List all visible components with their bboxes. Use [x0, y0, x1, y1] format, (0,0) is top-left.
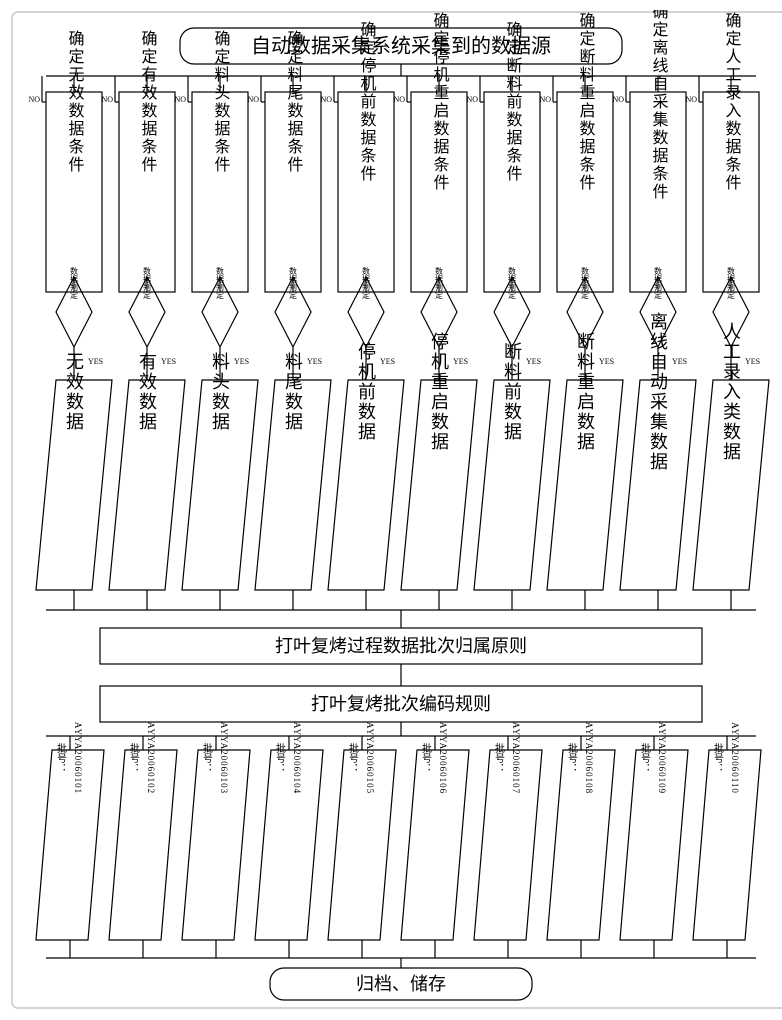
- batch-box: 批号： AYYA20060110: [693, 722, 761, 958]
- svg-text:AYYA20060107: AYYA20060107: [511, 722, 521, 794]
- svg-text:YES: YES: [380, 357, 395, 366]
- svg-text:NO: NO: [28, 95, 40, 104]
- svg-text:确定人工录入数据条件: 确定人工录入数据条件: [723, 12, 742, 192]
- batch-box: 批号： AYYA20060102: [109, 722, 177, 958]
- flow-column: 确定断料前数据条件 NO 数据判定 YES 断料前数据: [466, 21, 550, 610]
- svg-text:批号：: 批号：: [712, 742, 724, 773]
- svg-text:YES: YES: [161, 357, 176, 366]
- svg-text:批号：: 批号：: [347, 742, 359, 773]
- batch-box: 批号： AYYA20060103: [182, 722, 250, 958]
- svg-text:YES: YES: [88, 357, 103, 366]
- svg-text:NO: NO: [174, 95, 186, 104]
- flow-column: 确定停机重启数据条件 NO 数据判定 YES 停机重启数据: [393, 12, 477, 610]
- svg-text:打叶复烤批次编码规则: 打叶复烤批次编码规则: [311, 694, 491, 714]
- svg-text:NO: NO: [466, 95, 478, 104]
- svg-text:AYYA20060102: AYYA20060102: [146, 722, 156, 794]
- batch-box: 批号： AYYA20060101: [36, 722, 104, 958]
- svg-text:NO: NO: [393, 95, 405, 104]
- svg-text:YES: YES: [453, 357, 468, 366]
- flow-column: 确定停机前数据条件 NO 数据判定 YES 停机前数据: [320, 21, 404, 610]
- svg-text:批号：: 批号：: [128, 742, 140, 773]
- svg-text:离线自动采集数据: 离线自动采集数据: [648, 312, 668, 472]
- svg-text:AYYA20060108: AYYA20060108: [584, 722, 594, 794]
- flow-column: 确定无效数据条件 NO 数据判定 YES 无效数据: [28, 30, 112, 610]
- svg-text:AYYA20060109: AYYA20060109: [657, 722, 667, 794]
- svg-text:人工录入类数据: 人工录入类数据: [721, 322, 741, 462]
- batch-box: 批号： AYYA20060104: [255, 722, 323, 958]
- svg-text:断料前数据: 断料前数据: [502, 342, 522, 442]
- svg-text:AYYA20060110: AYYA20060110: [730, 722, 740, 794]
- svg-text:批号：: 批号：: [274, 742, 286, 773]
- svg-text:归档、储存: 归档、储存: [356, 974, 446, 994]
- svg-text:YES: YES: [307, 357, 322, 366]
- svg-text:确定有效数据条件: 确定有效数据条件: [139, 30, 158, 174]
- svg-text:确定料尾数据条件: 确定料尾数据条件: [285, 30, 304, 174]
- svg-text:YES: YES: [745, 357, 760, 366]
- svg-text:批号：: 批号：: [639, 742, 651, 773]
- process-box: 打叶复烤批次编码规则: [100, 686, 702, 722]
- svg-text:确定离线自采集数据条件: 确定离线自采集数据条件: [650, 10, 669, 201]
- svg-text:数据判定: 数据判定: [143, 266, 152, 300]
- batch-box: 批号： AYYA20060108: [547, 722, 615, 958]
- svg-text:确定停机前数据条件: 确定停机前数据条件: [358, 21, 377, 183]
- svg-text:数据判定: 数据判定: [581, 266, 590, 300]
- svg-text:断料重启数据: 断料重启数据: [575, 332, 595, 452]
- flow-column: 确定料尾数据条件 NO 数据判定 YES 料尾数据: [247, 30, 331, 610]
- svg-text:数据判定: 数据判定: [216, 266, 225, 300]
- process-box: 打叶复烤过程数据批次归属原则: [100, 628, 702, 664]
- svg-text:确定无效数据条件: 确定无效数据条件: [66, 30, 85, 174]
- svg-text:批号：: 批号：: [493, 742, 505, 773]
- svg-text:YES: YES: [599, 357, 614, 366]
- svg-text:AYYA20060101: AYYA20060101: [73, 722, 83, 794]
- svg-text:NO: NO: [612, 95, 624, 104]
- title-box: 自动数据采集系统采集到的数据源: [180, 28, 622, 64]
- svg-text:数据判定: 数据判定: [70, 266, 79, 300]
- svg-text:YES: YES: [234, 357, 249, 366]
- svg-text:数据判定: 数据判定: [727, 266, 736, 300]
- batch-box: 批号： AYYA20060105: [328, 722, 396, 958]
- svg-text:料头数据: 料头数据: [210, 352, 230, 432]
- svg-text:确定料头数据条件: 确定料头数据条件: [212, 30, 231, 174]
- svg-text:批号：: 批号：: [201, 742, 213, 773]
- svg-text:停机重启数据: 停机重启数据: [429, 332, 449, 452]
- svg-text:NO: NO: [247, 95, 259, 104]
- svg-text:数据判定: 数据判定: [508, 266, 517, 300]
- flow-column: 确定料头数据条件 NO 数据判定 YES 料头数据: [174, 30, 258, 610]
- svg-text:确定停机重启数据条件: 确定停机重启数据条件: [431, 12, 450, 192]
- svg-text:数据判定: 数据判定: [362, 266, 371, 300]
- svg-text:NO: NO: [685, 95, 697, 104]
- svg-text:数据判定: 数据判定: [289, 266, 298, 300]
- svg-text:批号：: 批号：: [566, 742, 578, 773]
- svg-text:YES: YES: [526, 357, 541, 366]
- flow-column: 确定离线自采集数据条件 NO 数据判定 YES 离线自动采集数据: [612, 10, 696, 610]
- svg-text:数据判定: 数据判定: [435, 266, 444, 300]
- flow-column: 确定人工录入数据条件 NO 数据判定 YES 人工录入类数据: [685, 12, 769, 610]
- svg-text:AYYA20060106: AYYA20060106: [438, 722, 448, 794]
- footer-box: 归档、储存: [270, 968, 532, 1000]
- svg-text:批号：: 批号：: [55, 742, 67, 773]
- svg-text:NO: NO: [320, 95, 332, 104]
- flow-column: 确定有效数据条件 NO 数据判定 YES 有效数据: [101, 30, 185, 610]
- svg-text:数据判定: 数据判定: [654, 266, 663, 300]
- flow-column: 确定断料重启数据条件 NO 数据判定 YES 断料重启数据: [539, 12, 623, 610]
- svg-text:有效数据: 有效数据: [137, 352, 157, 432]
- svg-text:AYYA20060104: AYYA20060104: [292, 722, 302, 794]
- svg-text:确定断料重启数据条件: 确定断料重启数据条件: [577, 12, 596, 192]
- svg-text:批号：: 批号：: [420, 742, 432, 773]
- svg-text:打叶复烤过程数据批次归属原则: 打叶复烤过程数据批次归属原则: [275, 636, 527, 656]
- svg-text:NO: NO: [539, 95, 551, 104]
- batch-box: 批号： AYYA20060106: [401, 722, 469, 958]
- svg-text:AYYA20060105: AYYA20060105: [365, 722, 375, 794]
- svg-text:AYYA20060103: AYYA20060103: [219, 722, 229, 794]
- batch-box: 批号： AYYA20060107: [474, 722, 542, 958]
- svg-text:NO: NO: [101, 95, 113, 104]
- svg-text:料尾数据: 料尾数据: [283, 352, 303, 432]
- flowchart: 自动数据采集系统采集到的数据源确定无效数据条件NO数据判定YES无效数据确定有效…: [10, 10, 782, 1010]
- svg-text:停机前数据: 停机前数据: [356, 342, 376, 442]
- svg-text:YES: YES: [672, 357, 687, 366]
- batch-box: 批号： AYYA20060109: [620, 722, 688, 958]
- svg-text:确定断料前数据条件: 确定断料前数据条件: [504, 21, 523, 183]
- svg-text:无效数据: 无效数据: [64, 352, 84, 432]
